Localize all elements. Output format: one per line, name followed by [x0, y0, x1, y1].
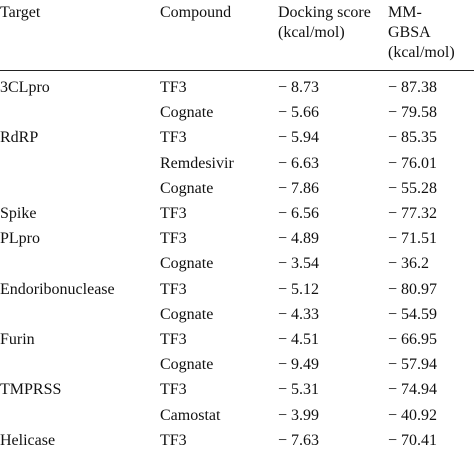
mmgbsa-cell: − 85.35	[388, 129, 438, 147]
docking-score-cell: − 5.94	[278, 129, 320, 147]
compound-cell: Camostat	[160, 406, 221, 424]
header-rule	[0, 70, 474, 71]
docking-score-cell: − 4.51	[278, 331, 320, 348]
docking-score-cell: − 7.86	[278, 179, 320, 197]
mmgbsa-cell: − 74.94	[388, 381, 438, 399]
target-cell: Endoribonuclease	[0, 280, 115, 298]
compound-cell: TF3	[160, 205, 187, 222]
target-cell: TMPRSS	[0, 381, 62, 399]
docking-score-cell: − 3.99	[278, 406, 320, 424]
compound-cell: TF3	[160, 381, 187, 399]
compound-cell: Cognate	[160, 104, 214, 122]
compound-cell: TF3	[160, 79, 187, 96]
docking-score-cell: − 9.49	[278, 356, 320, 374]
target-cell: Spike	[0, 205, 37, 222]
mmgbsa-cell: − 40.92	[388, 406, 438, 424]
column-header: MM-	[388, 4, 422, 21]
docking-score-cell: − 6.56	[278, 205, 320, 222]
compound-cell: Cognate	[160, 305, 214, 323]
compound-cell: Cognate	[160, 356, 214, 374]
column-header: (kcal/mol)	[388, 44, 455, 61]
docking-score-cell: − 8.73	[278, 79, 320, 96]
column-header: GBSA	[388, 24, 431, 41]
target-cell: Helicase	[0, 431, 56, 449]
docking-score-cell: − 5.12	[278, 280, 320, 298]
docking-score-cell: − 3.54	[278, 255, 320, 273]
compound-cell: Cognate	[160, 255, 214, 273]
docking-score-cell: − 5.31	[278, 381, 320, 399]
mmgbsa-cell: − 54.59	[388, 305, 438, 323]
target-cell: Furin	[0, 331, 35, 348]
column-header: Docking score	[278, 4, 371, 21]
mmgbsa-cell: − 57.94	[388, 356, 438, 374]
compound-cell: TF3	[160, 280, 187, 298]
target-cell: RdRP	[0, 129, 39, 147]
compound-cell: TF3	[160, 331, 187, 348]
docking-score-cell: − 7.63	[278, 431, 320, 449]
mmgbsa-cell: − 71.51	[388, 230, 438, 248]
docking-score-cell: − 6.63	[278, 154, 320, 172]
compound-cell: TF3	[160, 129, 187, 147]
mmgbsa-cell: − 66.95	[388, 331, 438, 348]
column-header: (kcal/mol)	[278, 24, 345, 41]
compound-cell: TF3	[160, 230, 187, 248]
docking-score-cell: − 4.33	[278, 305, 320, 323]
mmgbsa-cell: − 55.28	[388, 179, 438, 197]
mmgbsa-cell: − 70.41	[388, 431, 438, 449]
mmgbsa-cell: − 77.32	[388, 205, 438, 222]
compound-cell: Cognate	[160, 179, 214, 197]
column-header: Compound	[160, 4, 232, 21]
mmgbsa-cell: − 87.38	[388, 79, 438, 96]
mmgbsa-cell: − 76.01	[388, 154, 438, 172]
mmgbsa-cell: − 80.97	[388, 280, 438, 298]
target-cell: PLpro	[0, 230, 40, 248]
compound-cell: Remdesivir	[160, 154, 234, 172]
mmgbsa-cell: − 79.58	[388, 104, 438, 122]
docking-score-cell: − 4.89	[278, 230, 320, 248]
compound-cell: TF3	[160, 431, 187, 449]
column-header: Target	[0, 4, 41, 21]
mmgbsa-cell: − 36.2	[388, 255, 430, 273]
target-cell: 3CLpro	[0, 79, 50, 96]
docking-score-cell: − 5.66	[278, 104, 320, 122]
